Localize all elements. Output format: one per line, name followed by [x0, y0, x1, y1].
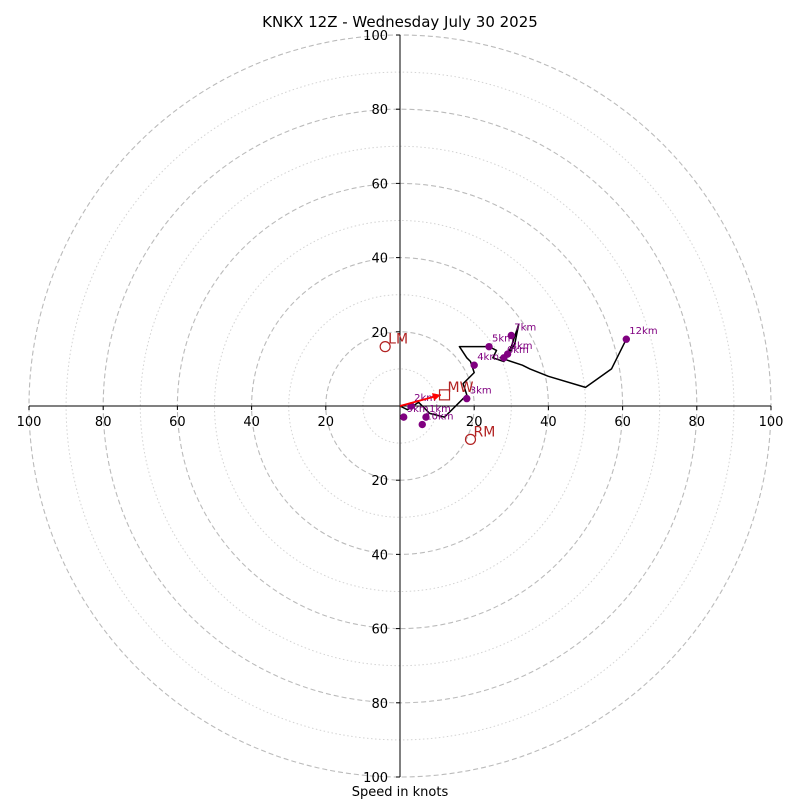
x-tick-label: 80 — [689, 415, 706, 430]
height-point-marker — [485, 342, 493, 351]
height-point-marker — [418, 420, 426, 429]
height-point-label: 4km — [477, 352, 499, 363]
x-tick-label: 60 — [169, 415, 186, 430]
height-point-label: 6km — [507, 345, 529, 356]
y-tick-label: 40 — [371, 548, 388, 563]
height-point-label: 3km — [470, 386, 492, 397]
chart-title: KNKX 12Z - Wednesday July 30 2025 — [262, 13, 538, 31]
height-point-label: 12km — [629, 326, 657, 337]
x-tick-label: 20 — [318, 415, 335, 430]
y-tick-label: 60 — [371, 177, 388, 192]
y-tick-label: 80 — [371, 697, 388, 712]
storm-motions-group: LM MW RM — [379, 332, 495, 445]
storm-motion-label: RM — [473, 424, 495, 440]
height-point-marker — [507, 331, 515, 340]
storm-motion-label: MW — [448, 380, 474, 396]
x-tick-label: 40 — [540, 415, 557, 430]
height-points-group: 1km2km3km4km5km6km7km8km9km10km12km — [400, 323, 658, 429]
x-tick-label: 20 — [466, 415, 483, 430]
y-tick-label: 60 — [371, 623, 388, 638]
y-tick-label: 40 — [371, 252, 388, 267]
height-point-label: 10km — [425, 412, 453, 423]
mean-wind-vector-arrowhead — [432, 393, 441, 401]
y-tick-label: 20 — [371, 474, 388, 489]
height-point-marker — [400, 413, 408, 421]
y-tick-label: 80 — [371, 103, 388, 118]
height-point-label: 1km — [429, 404, 451, 415]
x-tick-label: 80 — [95, 415, 112, 430]
x-tick-label: 40 — [243, 415, 260, 430]
height-point-marker — [463, 394, 471, 403]
hodograph-trace-group — [399, 323, 627, 418]
height-point-label: 8km — [511, 341, 533, 352]
hodograph-trace — [399, 323, 627, 418]
height-point-marker — [503, 350, 512, 358]
storm-motion-marker — [464, 433, 477, 445]
x-tick-label: 60 — [614, 415, 631, 430]
x-axis-label: Speed in knots — [352, 785, 449, 800]
x-tick-label: 100 — [759, 415, 784, 430]
height-point-marker — [422, 413, 430, 421]
storm-motion-marker — [438, 389, 451, 401]
y-tick-label: 100 — [363, 771, 388, 786]
tick-labels: 100 80 60 40 20 20 40 60 80 100 100 80 60 40 20 20 40 60 8… — [17, 29, 784, 786]
height-point-label: 9km — [407, 404, 429, 415]
x-tick-label: 100 — [17, 415, 42, 430]
y-tick-label: 100 — [363, 29, 388, 44]
height-point-label: 7km — [514, 323, 536, 334]
y-tick-label: 20 — [371, 326, 388, 341]
height-point-marker — [470, 361, 478, 369]
storm-motion-label: LM — [388, 332, 408, 348]
height-point-label: 5km — [492, 334, 514, 345]
storm-motion-marker — [379, 341, 391, 353]
height-point-marker — [622, 335, 631, 343]
